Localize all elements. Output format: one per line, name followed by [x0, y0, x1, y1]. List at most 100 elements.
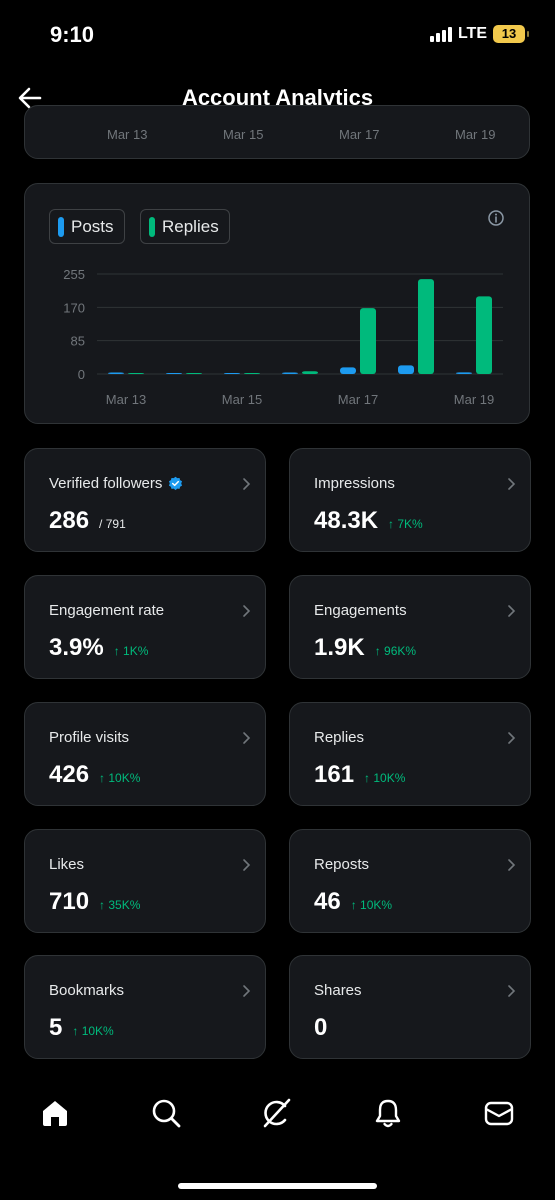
replies-bar [244, 373, 260, 374]
stat-label: Reposts [314, 856, 370, 873]
stat-label: Bookmarks [49, 982, 125, 999]
posts-bar [456, 372, 472, 374]
chevron-right-icon [508, 985, 516, 997]
posts-bar [398, 365, 414, 374]
reposts-card[interactable]: Reposts 46 ↑ 10K% [289, 829, 531, 933]
stat-delta: ↑ 35K% [99, 898, 141, 912]
stat-label: Impressions [314, 475, 395, 492]
network-label: LTE [457, 25, 487, 42]
stat-value-row: 0 [314, 1014, 327, 1042]
chevron-right-icon [243, 605, 251, 617]
tab-search[interactable] [138, 1085, 194, 1141]
stat-value-row: 5 ↑ 10K% [49, 1014, 114, 1042]
shares-card[interactable]: Shares 0 [289, 955, 531, 1059]
x-tick-label: Mar 19 [455, 127, 496, 142]
back-button[interactable] [14, 82, 46, 114]
signal-icon [429, 26, 452, 42]
grok-icon [263, 1098, 291, 1128]
posts-swatch [58, 216, 64, 237]
stat-label: Engagements [314, 602, 407, 619]
status-indicators: LTE 13 [429, 25, 529, 43]
stat-value: 5 [49, 1014, 63, 1041]
stat-delta: ↑ 10K% [99, 771, 141, 785]
profile-visits-card[interactable]: Profile visits 426 ↑ 10K% [24, 702, 266, 806]
legend-posts-button[interactable]: Posts [49, 209, 125, 244]
impressions-card[interactable]: Impressions 48.3K ↑ 7K% [289, 448, 531, 552]
stat-value-row: 286 / 791 [49, 507, 126, 535]
stat-label: Likes [49, 856, 85, 873]
engagement-rate-card[interactable]: Engagement rate 3.9% ↑ 1K% [24, 575, 266, 679]
stat-delta: ↑ 1K% [113, 644, 149, 658]
stat-value: 3.9% [49, 634, 104, 661]
stat-value: 426 [49, 761, 90, 788]
messages-icon [484, 1101, 514, 1126]
replies-bar [418, 279, 434, 374]
engagements-card[interactable]: Engagements 1.9K ↑ 96K% [289, 575, 531, 679]
x-tick-label: Mar 19 [454, 392, 494, 407]
likes-card[interactable]: Likes 710 ↑ 35K% [24, 829, 266, 933]
verified-followers-card[interactable]: Verified followers 286 / 791 [24, 448, 266, 552]
legend-posts-label: Posts [71, 216, 114, 236]
y-tick-label: 170 [63, 300, 85, 315]
chevron-right-icon [508, 732, 516, 744]
stat-delta: ↑ 96K% [374, 644, 417, 658]
bookmarks-card[interactable]: Bookmarks 5 ↑ 10K% [24, 955, 266, 1059]
legend-replies-button[interactable]: Replies [140, 209, 230, 244]
stat-value-row: 46 ↑ 10K% [314, 888, 392, 916]
stat-value: 1.9K [314, 634, 365, 661]
stat-value: 46 [314, 888, 341, 915]
stat-value-row: 161 ↑ 10K% [314, 761, 405, 789]
tab-grok[interactable] [249, 1085, 305, 1141]
stat-delta: ↑ 10K% [364, 771, 406, 785]
tab-notifications[interactable] [360, 1085, 416, 1141]
posts-bar [108, 372, 124, 374]
stat-value: 286 [49, 507, 90, 534]
x-tick-label: Mar 13 [106, 392, 146, 407]
posts-bar [166, 373, 182, 374]
stat-value: 0 [314, 1014, 328, 1041]
tab-messages[interactable] [471, 1085, 527, 1141]
y-tick-label: 85 [71, 334, 85, 349]
replies-bar [360, 308, 376, 374]
chevron-right-icon [508, 605, 516, 617]
stat-value-row: 48.3K ↑ 7K% [314, 507, 423, 535]
posts-replies-bar-chart: 255 170 85 0 Mar 13 Mar 15 Mar 17 Mar 19 [63, 267, 503, 407]
status-time: 9:10 [50, 22, 95, 47]
replies-card[interactable]: Replies 161 ↑ 10K% [289, 702, 531, 806]
replies-bar [186, 373, 202, 374]
y-tick-label: 0 [78, 367, 85, 382]
stat-label: Profile visits [49, 729, 130, 746]
chevron-right-icon [243, 732, 251, 744]
stat-label: Shares [314, 982, 362, 999]
home-icon [43, 1101, 67, 1126]
search-icon [152, 1099, 181, 1128]
stat-total: / 791 [99, 517, 126, 531]
home-indicator [178, 1183, 377, 1189]
posts-bar [282, 372, 298, 374]
stat-value-row: 1.9K ↑ 96K% [314, 634, 416, 662]
chevron-right-icon [243, 478, 251, 490]
stat-label-row: Verified followers [49, 475, 183, 492]
x-tick-label: Mar 17 [338, 392, 378, 407]
tab-home[interactable] [27, 1085, 83, 1141]
impressions-chart-card: Mar 13 Mar 15 Mar 17 Mar 19 [24, 105, 530, 159]
replies-bar [476, 296, 492, 374]
info-icon[interactable] [487, 209, 505, 227]
stat-label: Engagement rate [49, 602, 165, 619]
x-tick-label: Mar 15 [222, 392, 262, 407]
stat-delta: ↑ 7K% [388, 517, 423, 531]
chevron-right-icon [508, 478, 516, 490]
x-tick-label: Mar 17 [339, 127, 380, 142]
stat-label: Verified followers [49, 475, 163, 492]
posts-bar [340, 367, 356, 374]
posts-replies-chart-card: Posts Replies 255 170 85 0 Mar 13 Mar 15 Mar 1… [24, 183, 530, 424]
back-arrow-icon [18, 87, 42, 109]
stat-value: 710 [49, 888, 90, 915]
chevron-right-icon [508, 859, 516, 871]
stat-value: 48.3K [314, 507, 379, 534]
stat-value: 161 [314, 761, 355, 788]
stat-value-row: 3.9% ↑ 1K% [49, 634, 148, 662]
y-tick-label: 255 [63, 267, 85, 282]
replies-swatch [149, 216, 155, 237]
replies-bar [128, 373, 144, 374]
